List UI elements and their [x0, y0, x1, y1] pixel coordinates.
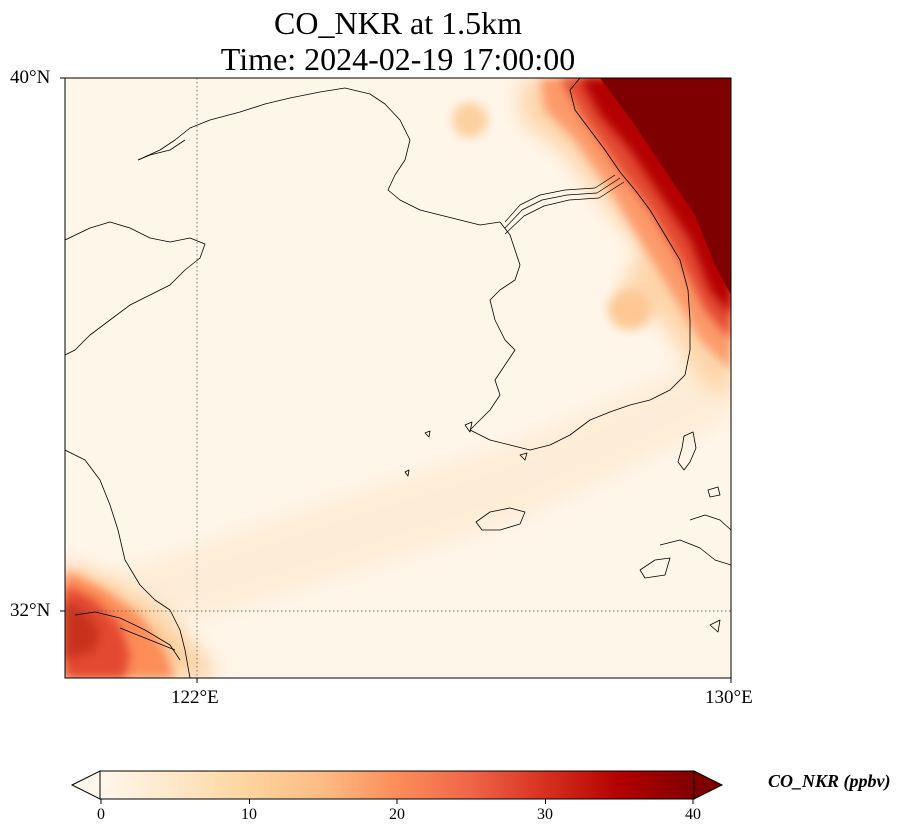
- lat-tick-label-40n: 40°N: [10, 67, 51, 88]
- concentration-plumes: [65, 78, 731, 678]
- lat-tick-label-32n: 32°N: [10, 600, 51, 621]
- map-frame: [64, 77, 732, 679]
- colorbar-tick-40: 40: [685, 806, 701, 823]
- colorbar-tick-30: 30: [537, 806, 553, 823]
- axis-ticks: [60, 77, 732, 683]
- coastlines: [65, 78, 731, 678]
- colorbar: [70, 770, 724, 804]
- colorbar-tick-0: 0: [97, 806, 105, 823]
- colorbar-label: CO_NKR (ppbv): [768, 771, 891, 791]
- colorbar-tick-10: 10: [241, 806, 257, 823]
- colorbar-tick-20: 20: [389, 806, 405, 823]
- lon-tick-label-122e: 122°E: [171, 687, 219, 708]
- colorbar-gradient: [99, 770, 695, 800]
- map-title-line-1: CO_NKR at 1.5km: [274, 5, 522, 41]
- map-title-line-2: Time: 2024-02-19 17:00:00: [220, 41, 576, 77]
- gridlines: [65, 78, 731, 678]
- lon-tick-label-130e: 130°E: [705, 687, 753, 708]
- colorbar-extend-high: [693, 770, 724, 800]
- colorbar-extend-low: [70, 770, 101, 800]
